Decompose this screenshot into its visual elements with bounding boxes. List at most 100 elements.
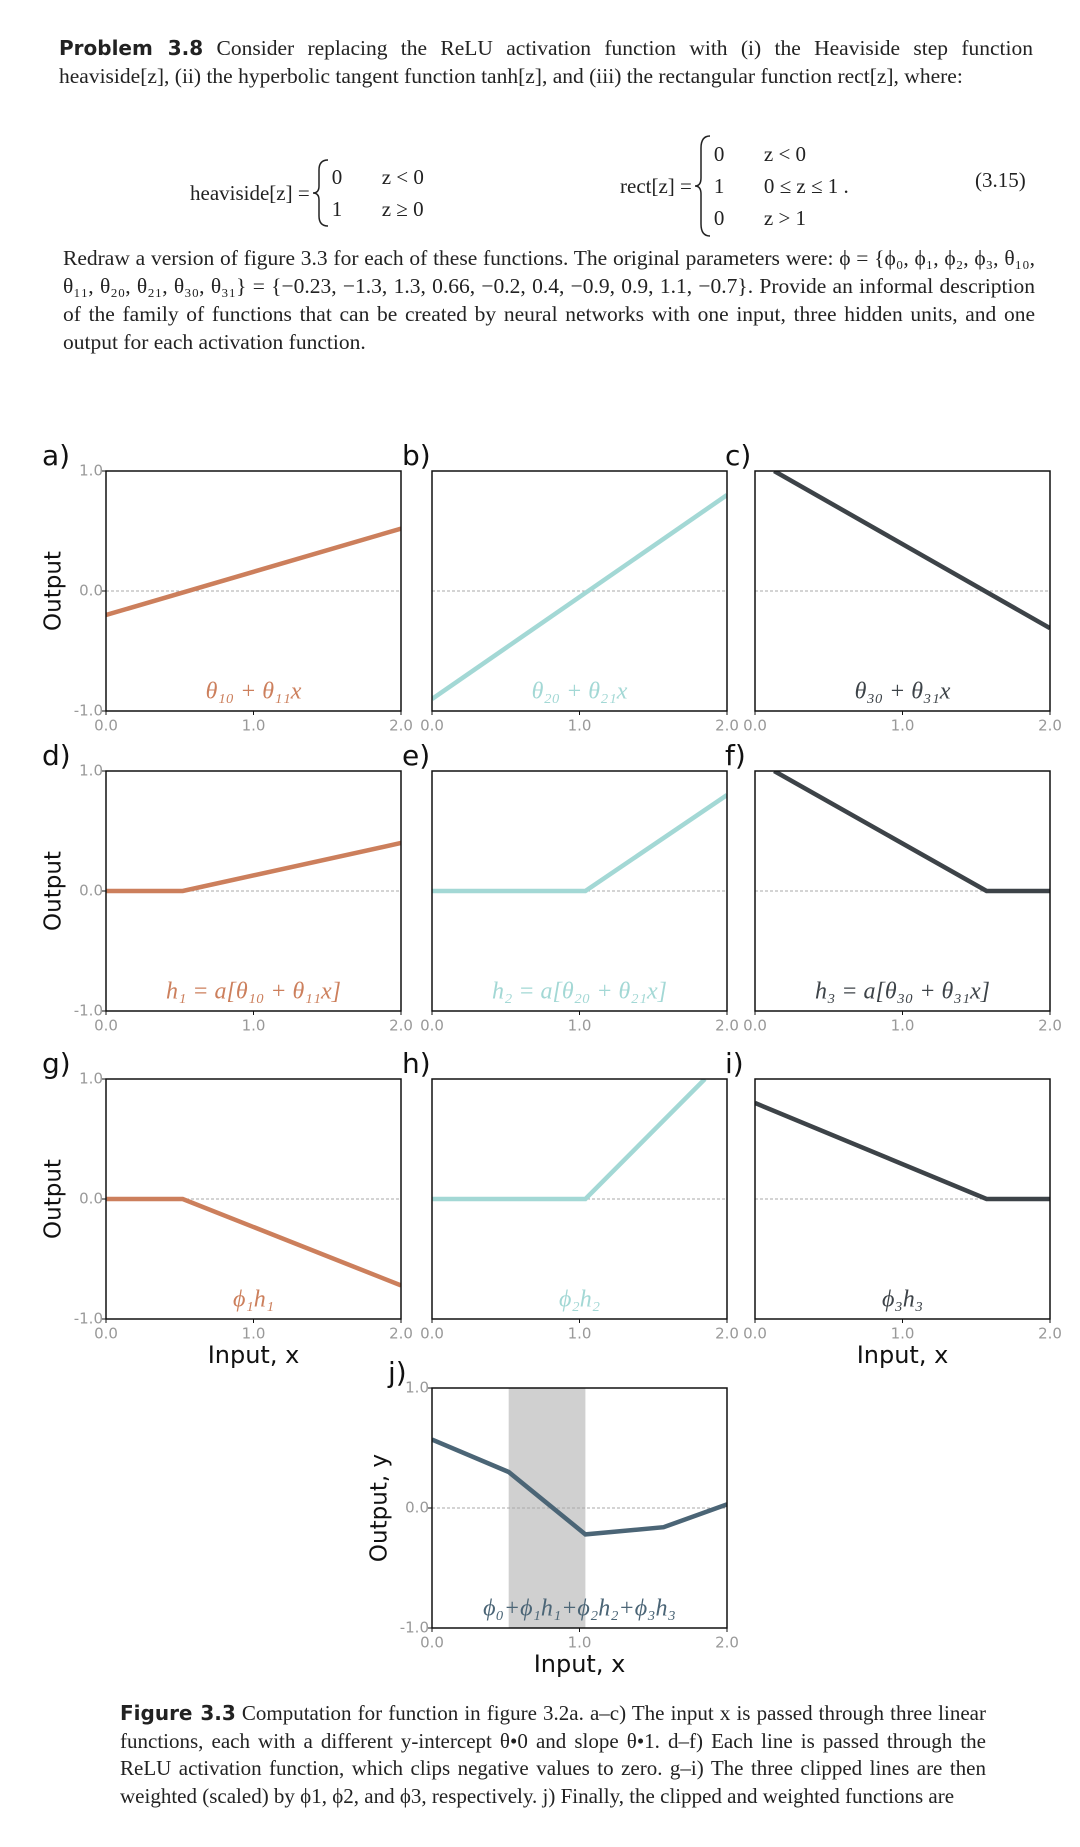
panel-label: e) xyxy=(402,739,430,772)
x-tick-label: 1.0 xyxy=(568,1634,592,1652)
equation-number: (3.15) xyxy=(975,168,1026,192)
caption-text: Computation for function in figure 3.2a.… xyxy=(120,1701,986,1808)
panel-label: i) xyxy=(725,1047,744,1080)
case-value: 1 xyxy=(331,197,343,221)
case-value: 0 xyxy=(331,165,343,189)
y-tick-label: 0.0 xyxy=(79,582,103,600)
brace xyxy=(694,135,710,237)
brace xyxy=(312,159,328,227)
x-tick-label: 0.0 xyxy=(420,1017,444,1035)
line xyxy=(432,793,727,894)
panel-label: f) xyxy=(725,739,746,772)
x-tick-label: 1.0 xyxy=(242,1017,266,1035)
panel-label: h) xyxy=(402,1047,431,1080)
x-tick-label: 0.0 xyxy=(743,717,767,735)
case-value: 0 xyxy=(713,142,725,166)
x-tick-label: 0.0 xyxy=(94,717,118,735)
line xyxy=(106,1196,401,1288)
annotation: h₃ = a[θ₃₀ + θ₃₁x] xyxy=(815,979,990,1005)
x-tick-label: 1.0 xyxy=(891,1017,915,1035)
y-tick-label: 0.0 xyxy=(405,1499,429,1517)
x-axis-label: Input, x xyxy=(534,1650,626,1678)
x-tick-label: 0.0 xyxy=(94,1017,118,1035)
line xyxy=(432,493,727,701)
case-condition: z < 0 xyxy=(381,165,424,189)
x-tick-label: 0.0 xyxy=(743,1017,767,1035)
y-tick-label: -1.0 xyxy=(74,702,103,720)
annotation: ϕ₁h₁ xyxy=(233,1287,274,1313)
line xyxy=(106,526,401,618)
case-value: 1 xyxy=(713,174,725,198)
x-tick-label: 1.0 xyxy=(242,1325,266,1343)
x-tick-label: 2.0 xyxy=(1038,717,1062,735)
y-tick-label: 0.0 xyxy=(79,1190,103,1208)
x-tick-label: 1.0 xyxy=(891,1325,915,1343)
y-tick-label: 0.0 xyxy=(79,882,103,900)
x-tick-label: 0.0 xyxy=(94,1325,118,1343)
y-tick-label: -1.0 xyxy=(74,1310,103,1328)
annotation: h₁ = a[θ₁₀ + θ₁₁x] xyxy=(166,979,341,1005)
x-tick-label: 2.0 xyxy=(1038,1325,1062,1343)
caption: Figure 3.3 Computation for function in f… xyxy=(120,1700,986,1810)
equation-lhs: rect[z] = xyxy=(620,173,692,198)
y-axis-label: Output xyxy=(41,551,67,631)
panel-label: a) xyxy=(42,439,70,472)
x-tick-label: 1.0 xyxy=(242,717,266,735)
x-tick-label: 2.0 xyxy=(389,1325,413,1343)
cases: 0 z < 0 1 z ≥ 0 xyxy=(332,163,424,223)
y-axis-label: Output xyxy=(41,1159,67,1239)
x-tick-label: 1.0 xyxy=(568,1325,592,1343)
annotation: θ₂₀ + θ₂₁x xyxy=(532,679,628,705)
panel-label: b) xyxy=(402,439,431,472)
annotation: ϕ₂h₂ xyxy=(559,1287,600,1313)
x-tick-label: 2.0 xyxy=(715,1325,739,1343)
equation-lhs: heaviside[z] = xyxy=(190,180,310,205)
case-condition: z > 1 xyxy=(763,206,807,230)
annotation: θ₃₀ + θ₃₁x xyxy=(855,679,951,705)
line xyxy=(773,471,1050,631)
case-condition: z < 0 xyxy=(763,142,807,166)
x-tick-label: 2.0 xyxy=(1038,1017,1062,1035)
annotation: θ₁₀ + θ₁₁x xyxy=(206,679,302,705)
x-tick-label: 0.0 xyxy=(420,1634,444,1652)
case-condition: 0 ≤ z ≤ 1 . xyxy=(763,174,849,198)
y-tick-label: 1.0 xyxy=(79,462,103,480)
x-tick-label: 0.0 xyxy=(420,717,444,735)
line xyxy=(432,1437,727,1537)
line xyxy=(773,771,1050,894)
panel-label: d) xyxy=(42,739,71,772)
x-tick-label: 1.0 xyxy=(568,717,592,735)
x-tick-label: 2.0 xyxy=(389,1017,413,1035)
panel-label: c) xyxy=(725,439,751,472)
line xyxy=(106,840,401,894)
y-axis-label: Output, y xyxy=(367,1454,393,1562)
x-axis-label: Input, x xyxy=(208,1341,300,1369)
x-tick-label: 1.0 xyxy=(891,717,915,735)
line xyxy=(432,1079,707,1202)
problem-body: Redraw a version of figure 3.3 for each … xyxy=(63,246,1035,354)
problem-label: Problem 3.8 xyxy=(59,36,204,60)
problem-text: Problem 3.8 Consider replacing the ReLU … xyxy=(59,34,1033,90)
annotation: ϕ₃h₃ xyxy=(882,1287,923,1313)
x-tick-label: 1.0 xyxy=(568,1017,592,1035)
equation-heaviside: heaviside[z] = 0 z < 0 1 z ≥ 0 xyxy=(190,158,424,228)
x-axis-label: Input, x xyxy=(857,1341,949,1369)
cases: 0 z < 0 1 0 ≤ z ≤ 1 . 0 z > 1 xyxy=(714,140,849,232)
problem-intro: Consider replacing the ReLU activation f… xyxy=(59,36,1033,88)
panel-label: g) xyxy=(42,1047,71,1080)
y-tick-label: -1.0 xyxy=(74,1002,103,1020)
y-axis-label: Output xyxy=(41,851,67,931)
y-tick-label: -1.0 xyxy=(400,1619,429,1637)
x-tick-label: 2.0 xyxy=(715,717,739,735)
line xyxy=(755,1100,1050,1202)
equation-rect: rect[z] = 0 z < 0 1 0 ≤ z ≤ 1 . 0 z > 1 xyxy=(620,134,849,238)
panel-label: j) xyxy=(387,1356,407,1389)
y-tick-label: 1.0 xyxy=(405,1379,429,1397)
x-tick-label: 0.0 xyxy=(743,1325,767,1343)
case-condition: z ≥ 0 xyxy=(381,197,424,221)
annotation: ϕ₀+ϕ₁h₁+ϕ₂h₂+ϕ₃h₃ xyxy=(483,1596,676,1622)
caption-label: Figure 3.3 xyxy=(120,1701,236,1725)
annotation: h₂ = a[θ₂₀ + θ₂₁x] xyxy=(492,979,667,1005)
